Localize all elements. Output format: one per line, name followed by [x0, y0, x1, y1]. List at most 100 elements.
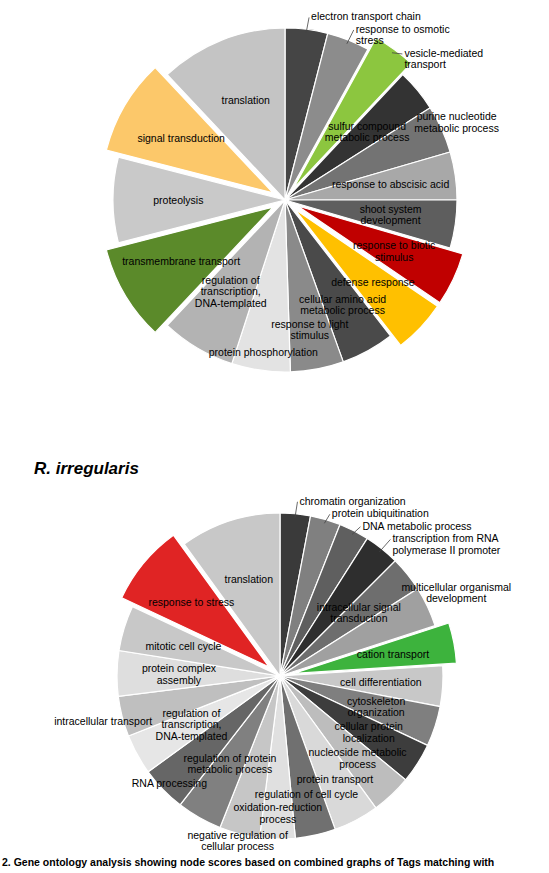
label-line: defense response [331, 276, 415, 288]
label-line: localization [343, 732, 395, 744]
leader-line [379, 539, 390, 551]
label-line: multicellular organismal [401, 581, 511, 593]
label-line: development [426, 592, 486, 604]
label-line: negative regulation of [187, 829, 287, 841]
label-line: process [339, 758, 376, 770]
label-line: response to stress [148, 596, 234, 608]
label-line: organization [348, 706, 405, 718]
label-line: assembly [157, 674, 202, 686]
label-line: stimulus [291, 329, 330, 341]
slice-label: vesicle-mediatedtransport [404, 47, 483, 71]
label-line: regulation of protein [184, 752, 277, 764]
slice-label: protein complexassembly [142, 662, 217, 686]
slice-label: response to abscisic acid [332, 178, 449, 190]
label-line: shoot system [360, 203, 422, 215]
label-line: cellular process [201, 840, 274, 852]
label-line: DNA-templated [195, 297, 267, 309]
label-line: metabolic process [300, 304, 385, 316]
slice-label: RNA processing [132, 777, 207, 789]
slice-label: intracellular transport [54, 715, 152, 727]
slice-label: intracellular signaltransduction [317, 601, 401, 625]
label-line: development [361, 214, 421, 226]
label-line: transduction [330, 612, 387, 624]
slice-label: sulfur compoundmetabolic process [325, 120, 410, 144]
label-line: protein ubiquitination [332, 507, 429, 519]
label-line: translation [222, 94, 271, 106]
label-line: nucleoside metabolic [309, 746, 407, 758]
label-line: cation transport [357, 648, 429, 660]
label-line: cytoskeleton [347, 695, 406, 707]
slice-label: mitotic cell cycle [145, 640, 221, 652]
label-line: RNA processing [132, 777, 207, 789]
pie-slice [285, 152, 457, 200]
slice-label: multicellular organismaldevelopment [401, 581, 511, 605]
slice-label: electron transport chain [311, 10, 421, 22]
slice-label: response to osmoticstress [356, 23, 450, 47]
label-line: polymerase II promoter [392, 544, 500, 556]
pie-chart: electron transport chainresponse to osmo… [106, 10, 499, 372]
slice-label: regulation of proteinmetabolic process [184, 752, 277, 776]
caption: 2. Gene ontology analysis showing node s… [2, 856, 494, 868]
label-line: metabolic process [325, 131, 410, 143]
slice-label: cellular proteinlocalization [335, 720, 403, 744]
label-line: transmembrane transport [122, 255, 240, 267]
label-line: transport [404, 58, 446, 70]
leader-line [392, 53, 402, 54]
slice-label: signal transduction [137, 132, 225, 144]
label-line: response to osmotic [356, 23, 450, 35]
slice-label: purine nucleotidemetabolic process [414, 110, 499, 134]
slice-label: proteolysis [153, 194, 203, 206]
slice-label: chromatin organization [299, 495, 405, 507]
slice-label: cell differentiation [340, 676, 422, 688]
label-line: stress [356, 34, 384, 46]
label-line: response to light [271, 318, 348, 330]
slice-label: protein ubiquitination [332, 507, 429, 519]
leader-line [352, 527, 360, 535]
label-line: protein transport [297, 773, 374, 785]
leader-line [306, 17, 309, 33]
label-line: transcription, [201, 285, 261, 297]
pie-slice [294, 623, 457, 673]
label-line: protein phosphorylation [209, 346, 318, 358]
label-line: vesicle-mediated [404, 47, 483, 59]
label-line: protein complex [142, 662, 217, 674]
slice-label: oxidation-reductionprocess [233, 801, 322, 825]
chart-title: R. irregularis [34, 459, 139, 478]
label-line: response to biotic [353, 239, 435, 251]
label-line: transcription from RNA [392, 532, 498, 544]
leader-line [295, 502, 298, 518]
slices [106, 28, 462, 372]
slice-labels: electron transport chainresponse to osmo… [122, 10, 499, 357]
label-line: electron transport chain [311, 10, 421, 22]
label-line: cell differentiation [340, 676, 422, 688]
label-line: translation [225, 573, 274, 585]
label-line: intracellular signal [317, 601, 401, 613]
leader-line [347, 30, 354, 44]
label-line: cellular protein [335, 720, 403, 732]
label-line: mitotic cell cycle [145, 640, 221, 652]
label-line: metabolic process [414, 122, 499, 134]
slice-labels: chromatin organizationprotein ubiquitina… [54, 495, 511, 852]
slice-label: transcription from RNApolymerase II prom… [392, 532, 500, 556]
slice-label: translation [225, 573, 274, 585]
label-line: intracellular transport [54, 715, 152, 727]
label-line: regulation of [163, 707, 221, 719]
slice-label: cellular amino acidmetabolic process [299, 293, 386, 317]
slice-label: cation transport [357, 648, 429, 660]
label-line: cellular amino acid [299, 293, 386, 305]
label-line: transcription, [161, 718, 221, 730]
slice-label: cytoskeletonorganization [347, 695, 406, 719]
label-line: chromatin organization [299, 495, 405, 507]
slice-label: regulation oftranscription,DNA-templated [156, 707, 228, 742]
label-line: stimulus [375, 251, 414, 263]
slice-label: response to stress [148, 596, 234, 608]
slice-label: response to bioticstimulus [353, 239, 435, 263]
label-line: process [259, 813, 296, 825]
label-line: purine nucleotide [417, 110, 497, 122]
label-line: metabolic process [188, 763, 273, 775]
slice-label: protein phosphorylation [209, 346, 318, 358]
slice-label: negative regulation ofcellular process [187, 829, 287, 853]
label-line: proteolysis [153, 194, 203, 206]
slice-label: regulation of cell cycle [255, 788, 358, 800]
slice-label: protein transport [297, 773, 374, 785]
